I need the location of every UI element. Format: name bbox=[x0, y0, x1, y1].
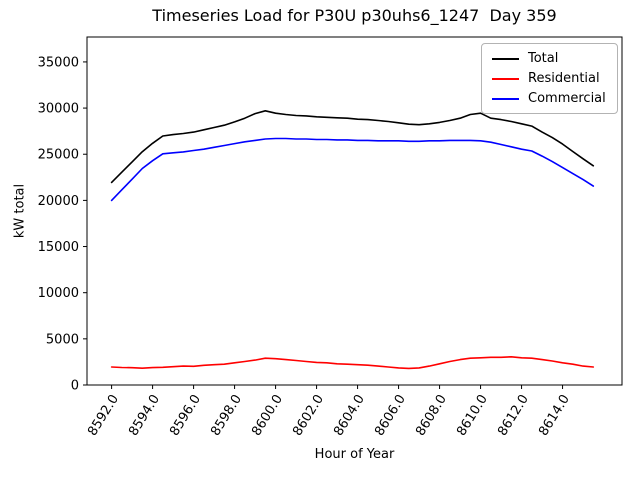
y-axis-label: kW total bbox=[12, 183, 28, 239]
legend-item-total: Total bbox=[492, 51, 607, 66]
x-tick-label: 8594.0 bbox=[126, 392, 163, 439]
y-tick-label: 25000 bbox=[38, 148, 79, 163]
y-tick-label: 15000 bbox=[38, 240, 79, 255]
y-tick-label: 30000 bbox=[38, 102, 79, 117]
x-tick-label: 8606.0 bbox=[372, 392, 409, 439]
axes-frame bbox=[86, 36, 623, 386]
y-tick-label: 20000 bbox=[38, 194, 79, 209]
x-axis-label: Hour of Year bbox=[314, 447, 395, 462]
legend-label-residential: Residential bbox=[528, 71, 600, 86]
x-tick-label: 8596.0 bbox=[167, 392, 204, 439]
series-line-residential bbox=[110, 355, 595, 370]
series-line-total bbox=[110, 110, 595, 184]
legend-label-total: Total bbox=[528, 51, 559, 66]
legend-item-commercial: Commercial bbox=[492, 91, 607, 106]
x-tick-label: 8608.0 bbox=[413, 392, 450, 439]
legend-item-residential: Residential bbox=[492, 71, 607, 86]
x-tick-label: 8602.0 bbox=[290, 392, 327, 439]
x-tick-label: 8610.0 bbox=[454, 392, 491, 439]
chart-title: Timeseries Load for P30U p30uhs6_1247 Da… bbox=[152, 6, 557, 25]
x-tick-label: 8612.0 bbox=[495, 392, 532, 439]
x-tick-label: 8592.0 bbox=[85, 392, 122, 439]
x-tick-label: 8598.0 bbox=[208, 392, 245, 439]
y-tick-label: 10000 bbox=[38, 286, 79, 301]
y-tick-label: 5000 bbox=[46, 332, 79, 347]
legend: Total Residential Commercial bbox=[481, 43, 618, 114]
x-tick-label: 8604.0 bbox=[331, 392, 368, 439]
commercial-line-swatch bbox=[492, 97, 519, 100]
series-line-commercial bbox=[110, 137, 595, 202]
y-tick-label: 35000 bbox=[38, 55, 79, 70]
y-tick-label: 0 bbox=[71, 379, 79, 394]
residential-line-swatch bbox=[492, 77, 519, 80]
legend-label-commercial: Commercial bbox=[528, 91, 606, 106]
total-line-swatch bbox=[492, 57, 519, 60]
x-tick-label: 8600.0 bbox=[249, 392, 286, 439]
x-tick-label: 8614.0 bbox=[536, 392, 573, 439]
